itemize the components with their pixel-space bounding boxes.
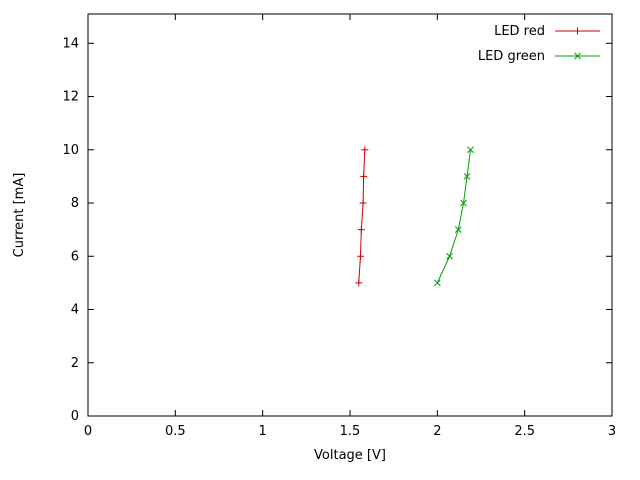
series-marker-led-green	[460, 199, 467, 207]
x-tick-label: 0	[84, 424, 92, 439]
y-tick-label: 0	[71, 409, 79, 424]
legend-sample-marker	[574, 52, 581, 60]
y-axis-label: Current [mA]	[12, 172, 27, 258]
y-tick-label: 14	[62, 36, 79, 51]
y-tick-label: 6	[71, 249, 79, 264]
series-line-led-red	[358, 149, 366, 283]
x-tick-label: 2.5	[514, 424, 535, 439]
legend-label-led-green: LED green	[478, 49, 545, 64]
series-marker-led-green	[467, 146, 474, 154]
x-tick-label: 3	[608, 424, 616, 439]
y-tick-label: 12	[62, 90, 79, 105]
x-axis-label: Voltage [V]	[314, 448, 386, 463]
plot-border	[87, 13, 613, 417]
y-tick-label: 2	[71, 356, 79, 371]
y-tick-label: 8	[71, 196, 79, 211]
series-marker-led-green	[446, 252, 453, 260]
series-marker-led-green	[454, 226, 462, 233]
y-tick-label: 4	[71, 303, 79, 318]
series-marker-led-green	[463, 173, 471, 180]
y-tick-label: 10	[62, 143, 79, 158]
series-line-led-green	[436, 149, 472, 284]
legend-label-led-red: LED red	[494, 24, 545, 39]
x-tick-label: 1	[259, 424, 267, 439]
series-marker-led-green	[433, 279, 441, 287]
x-tick-label: 0.5	[165, 424, 186, 439]
x-tick-label: 2	[433, 424, 441, 439]
x-tick-label: 1.5	[340, 424, 361, 439]
